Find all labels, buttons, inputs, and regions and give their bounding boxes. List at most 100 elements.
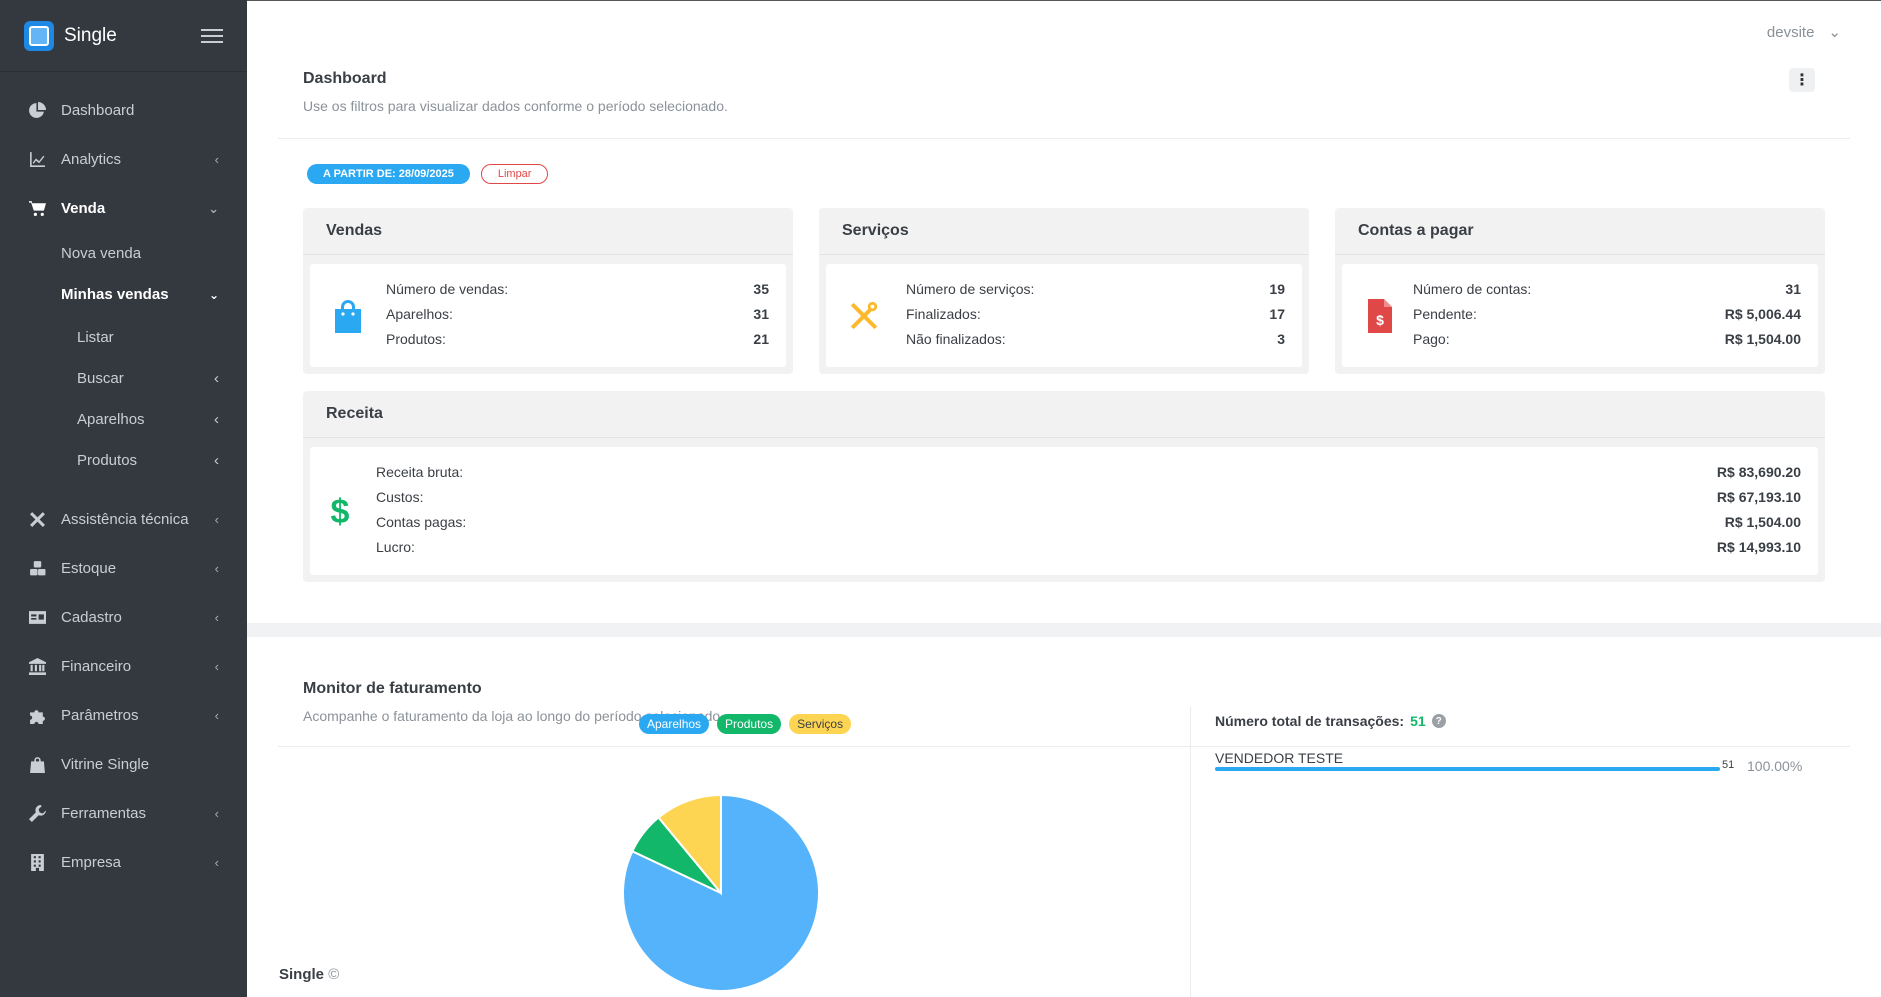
- contas-body: $ Número de contas: 31 Pendente: R$ 5,006.…: [1342, 264, 1818, 367]
- sidebar-item-label: Ferramentas: [61, 805, 147, 822]
- help-icon[interactable]: ?: [1431, 714, 1446, 728]
- sidebar-item-parametros[interactable]: Parâmetros ‹: [0, 691, 247, 740]
- building-icon: [28, 854, 46, 872]
- sidebar-item-label: Financeiro: [61, 658, 132, 675]
- sidebar-subsubitem-label: Listar: [77, 329, 114, 346]
- stat-value: R$ 5,006.44: [1724, 306, 1801, 322]
- sidebar-item-dashboard[interactable]: Dashboard: [0, 86, 247, 135]
- svg-text:$: $: [1376, 312, 1384, 328]
- sidebar-subitem-label: Nova venda: [61, 245, 142, 262]
- cart-icon: [28, 200, 46, 218]
- sidebar-item-label: Empresa: [61, 854, 122, 871]
- sidebar-subsubitem-label: Aparelhos: [77, 411, 145, 428]
- chevron-left-icon: ‹: [214, 855, 219, 870]
- monitor-title: Monitor de faturamento: [303, 680, 482, 697]
- stat-row: Pago: R$ 1,504.00: [1413, 331, 1801, 356]
- monitor-header: Monitor de faturamento Acompanhe o fatur…: [303, 680, 724, 724]
- seller-name: VENDEDOR TESTE: [1215, 750, 1344, 766]
- servicos-title: Serviços: [819, 208, 1309, 255]
- stat-key: Finalizados:: [906, 306, 981, 322]
- stat-value: R$ 14,993.10: [1716, 539, 1801, 555]
- dashboard-card: Dashboard Use os filtros para visualizar…: [247, 62, 1881, 623]
- tools-icon: [848, 298, 880, 334]
- vendas-body: Número de vendas: 35 Aparelhos: 31 Produto…: [310, 264, 786, 367]
- boxes-icon: [28, 560, 46, 578]
- chevron-left-icon: ‹: [214, 452, 219, 469]
- clear-filter-button[interactable]: Limpar: [480, 164, 549, 184]
- sidebar-subitem-minhas-vendas[interactable]: Minhas vendas ⌄: [0, 274, 247, 315]
- filter-row: A PARTIR DE: 28/09/2025 Limpar: [307, 164, 549, 184]
- sidebar-subsubitem-buscar[interactable]: Buscar ‹: [0, 358, 247, 399]
- monitor-subtitle: Acompanhe o faturamento da loja ao longo…: [303, 708, 725, 724]
- stat-row: Não finalizados: 3: [906, 331, 1285, 356]
- user-menu[interactable]: devsite ⌄: [1767, 23, 1841, 42]
- sidebar-item-analytics[interactable]: Analytics ‹: [0, 135, 247, 184]
- legend-aparelhos[interactable]: Aparelhos: [639, 714, 710, 734]
- sidebar-item-venda[interactable]: Venda ⌄: [0, 184, 247, 233]
- hamburger-menu-icon[interactable]: [201, 28, 223, 43]
- sidebar-item-empresa[interactable]: Empresa ‹: [0, 838, 247, 887]
- stat-row: Finalizados: 17: [906, 306, 1285, 331]
- chevron-left-icon: ‹: [214, 610, 219, 625]
- stat-key: Custos:: [376, 489, 424, 505]
- sidebar-subsubitem-aparelhos[interactable]: Aparelhos ‹: [0, 399, 247, 440]
- dashboard-header: Dashboard Use os filtros para visualizar…: [303, 70, 728, 114]
- contas-title: Contas a pagar: [1335, 208, 1825, 255]
- stat-value: R$ 1,504.00: [1724, 331, 1801, 347]
- id-card-icon: [28, 609, 46, 627]
- brand: Single: [0, 0, 247, 72]
- vendas-panel: Vendas Número de vendas: 35 Aparelhos: 31 …: [303, 208, 793, 374]
- sidebar-subitem-nova-venda[interactable]: Nova venda: [0, 233, 247, 274]
- pie-chart-icon: [28, 102, 46, 120]
- sidebar-item-label: Cadastro: [61, 609, 122, 626]
- sidebar-item-assistencia[interactable]: Assistência técnica ‹: [0, 495, 247, 544]
- chevron-left-icon: ‹: [214, 708, 219, 723]
- sidebar-item-label: Analytics: [61, 151, 122, 168]
- puzzle-icon: [28, 707, 46, 725]
- stat-key: Lucro:: [376, 539, 415, 555]
- sidebar-subsubitem-listar[interactable]: Listar: [0, 317, 247, 358]
- vendas-title: Vendas: [303, 208, 793, 255]
- sidebar-item-cadastro[interactable]: Cadastro ‹: [0, 593, 247, 642]
- sidebar-nav: Dashboard Analytics ‹ Venda ⌄ Nova venda…: [0, 72, 247, 887]
- servicos-rows: Número de serviços: 19 Finalizados: 17 Não…: [906, 281, 1285, 356]
- sidebar: Single Dashboard Analytics ‹ Venda ⌄ Nov…: [0, 0, 247, 997]
- vendas-rows: Número de vendas: 35 Aparelhos: 31 Produto…: [386, 281, 769, 356]
- total-transactions: Número total de transações: 51 ?: [1215, 713, 1446, 729]
- stat-value: R$ 83,690.20: [1716, 464, 1801, 480]
- sidebar-item-label: Parâmetros: [61, 707, 139, 724]
- chevron-down-icon: ⌄: [208, 200, 219, 216]
- stat-row: Lucro: R$ 14,993.10: [376, 539, 1801, 564]
- stat-key: Pago:: [1413, 331, 1450, 347]
- sidebar-subitem-label: Minhas vendas: [61, 286, 169, 303]
- sidebar-item-label: Vitrine Single: [61, 756, 150, 773]
- sidebar-item-ferramentas[interactable]: Ferramentas ‹: [0, 789, 247, 838]
- tools-icon: [28, 511, 46, 529]
- chevron-down-icon: ⌄: [1828, 24, 1841, 41]
- legend-produtos[interactable]: Produtos: [717, 714, 782, 734]
- sidebar-item-estoque[interactable]: Estoque ‹: [0, 544, 247, 593]
- stat-row: Pendente: R$ 5,006.44: [1413, 306, 1801, 331]
- more-options-icon[interactable]: ⋮: [1789, 68, 1815, 92]
- stat-value: 35: [753, 281, 769, 297]
- chevron-left-icon: ‹: [214, 152, 219, 167]
- sidebar-item-vitrine[interactable]: Vitrine Single: [0, 740, 247, 789]
- stat-value: R$ 67,193.10: [1716, 489, 1801, 505]
- sidebar-item-financeiro[interactable]: Financeiro ‹: [0, 642, 247, 691]
- copyright-icon: ©: [328, 966, 340, 983]
- line-chart-icon: [28, 151, 46, 169]
- sidebar-item-label: Dashboard: [61, 102, 135, 119]
- date-filter-badge[interactable]: A PARTIR DE: 28/09/2025: [307, 164, 470, 184]
- sidebar-subsubitem-produtos[interactable]: Produtos ‹: [0, 440, 247, 481]
- legend-servicos[interactable]: Serviços: [789, 714, 852, 734]
- invoice-icon: $: [1364, 298, 1396, 334]
- pie-slice-servicos[interactable]: [657, 793, 722, 896]
- receita-body: $ Receita bruta: R$ 83,690.20 Custos: R$ 6…: [310, 447, 1818, 575]
- stat-value: 17: [1269, 306, 1285, 322]
- sidebar-subsubitem-label: Buscar: [77, 370, 124, 387]
- chevron-left-icon: ‹: [214, 370, 219, 387]
- stat-key: Número de vendas:: [386, 281, 509, 297]
- stat-key: Produtos:: [386, 331, 446, 347]
- dashboard-subtitle: Use os filtros para visualizar dados con…: [303, 98, 728, 114]
- stat-key: Não finalizados:: [906, 331, 1006, 347]
